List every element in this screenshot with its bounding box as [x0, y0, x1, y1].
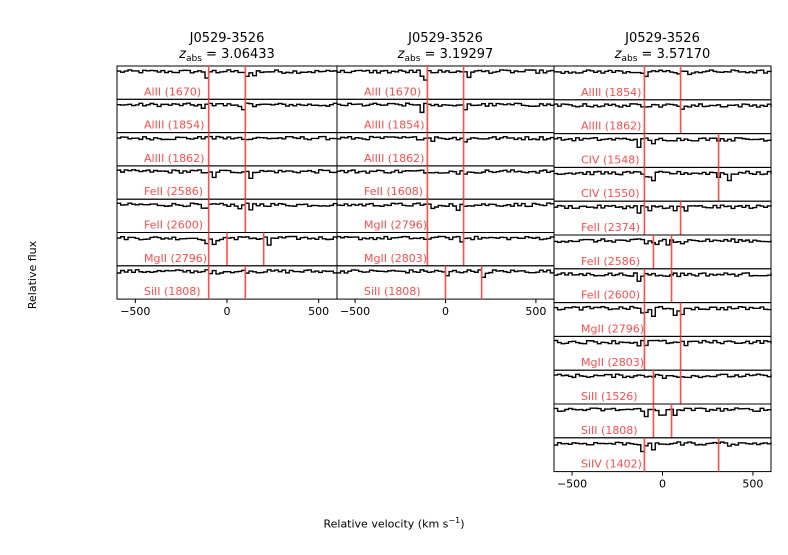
chart-title-2: J0529-3526 [407, 31, 483, 46]
transition-label-2-7: SiII (1808) [364, 285, 421, 298]
transition-label-1-5: FeII (2600) [144, 219, 203, 232]
x-tick-label-3-1: −500 [557, 478, 587, 491]
chart-title-1: J0529-3526 [189, 31, 265, 46]
y-axis-label-svg: Relative flux [26, 240, 39, 309]
spectrum-trace-2-2 [337, 102, 555, 114]
transition-label-3-1: AlIII (1854) [581, 86, 641, 99]
spectrum-trace-3-3 [554, 136, 772, 148]
transition-label-2-3: AlIII (1862) [364, 152, 424, 165]
spectrum-trace-3-9 [554, 339, 772, 347]
x-axis-label: Relative velocity (km s−1) [0, 516, 788, 531]
spectrum-trace-1-2 [117, 102, 338, 111]
transition-label-3-6: FeII (2586) [581, 255, 640, 268]
x-tick-label-2-2: 0 [442, 305, 449, 318]
chart-redshift-1: zabs = 3.06433 [178, 47, 275, 64]
x-tick-label-1-3: 500 [308, 305, 329, 318]
spectrum-trace-2-4 [337, 169, 555, 175]
spectrum-trace-2-6 [337, 235, 555, 243]
spectrum-trace-3-8 [554, 305, 772, 318]
x-axis-label-tail: ) [460, 517, 465, 531]
chart-redshift-2: zabs = 3.19297 [397, 47, 494, 64]
chart-title-3: J0529-3526 [624, 31, 700, 46]
transition-label-2-1: AlII (1670) [364, 85, 421, 98]
spectrum-trace-3-12 [554, 441, 772, 453]
transition-label-2-6: MgII (2803) [364, 252, 427, 265]
transition-label-2-5: MgII (2796) [364, 219, 427, 232]
transition-label-3-11: SiII (1808) [581, 424, 638, 437]
transition-label-3-10: SiII (1526) [581, 390, 638, 403]
y-axis-label: Relative flux [26, 240, 39, 309]
x-tick-label-2-1: −500 [340, 305, 370, 318]
spectrum-trace-3-7 [554, 272, 772, 282]
transition-label-3-9: MgII (2803) [581, 356, 644, 369]
y-axis-label-wrap: Relative flux [26, 0, 46, 551]
x-tick-label-1-1: −500 [120, 305, 150, 318]
x-tick-label-3-2: 0 [659, 478, 666, 491]
chart-redshift-3: zabs = 3.57170 [614, 47, 711, 64]
transition-label-1-2: AlIII (1854) [144, 119, 204, 132]
transition-label-3-4: CIV (1550) [581, 187, 640, 200]
transition-label-2-4: FeII (1608) [364, 185, 423, 198]
spectrum-trace-1-7 [117, 269, 338, 275]
x-tick-label-2-3: 500 [525, 305, 546, 318]
panel-frame-3-12 [553, 437, 772, 473]
spectrum-trace-3-4 [554, 170, 772, 182]
transition-label-2-2: AlIII (1854) [364, 119, 424, 132]
spectrum-trace-1-4 [117, 169, 338, 180]
spectrum-trace-3-2 [554, 103, 772, 110]
spectrum-trace-3-11 [554, 407, 772, 418]
transition-label-3-12: SiIV (1402) [581, 458, 642, 471]
transition-label-1-4: FeII (2586) [144, 185, 203, 198]
transition-label-1-1: AlII (1670) [144, 85, 201, 98]
transition-label-1-7: SiII (1808) [144, 285, 201, 298]
spectrum-trace-1-1 [117, 69, 338, 79]
spectrum-trace-3-1 [554, 69, 772, 78]
transition-label-1-6: MgII (2796) [144, 252, 207, 265]
transition-label-3-5: FeII (2374) [581, 221, 640, 234]
spectrum-trace-2-5 [337, 202, 555, 211]
x-axis-label-main: Relative velocity (km s [323, 517, 449, 531]
x-axis-label-exp: −1 [448, 516, 461, 525]
spectrum-trace-3-5 [554, 204, 772, 214]
spectrum-trace-1-3 [117, 135, 338, 141]
transition-label-3-7: FeII (2600) [581, 289, 640, 302]
transition-label-3-3: CIV (1548) [581, 153, 640, 166]
transition-label-3-2: AlIII (1862) [581, 120, 641, 133]
x-tick-label-3-3: 500 [742, 478, 763, 491]
spectrum-trace-1-5 [117, 202, 338, 211]
x-tick-label-1-2: 0 [224, 305, 231, 318]
spectrum-trace-3-10 [554, 373, 772, 380]
spectrum-trace-3-6 [554, 238, 772, 246]
spectrum-trace-2-3 [337, 135, 555, 143]
transition-label-3-8: MgII (2796) [581, 322, 644, 335]
spectrum-trace-2-1 [337, 69, 555, 81]
transition-label-1-3: AlIII (1862) [144, 152, 204, 165]
